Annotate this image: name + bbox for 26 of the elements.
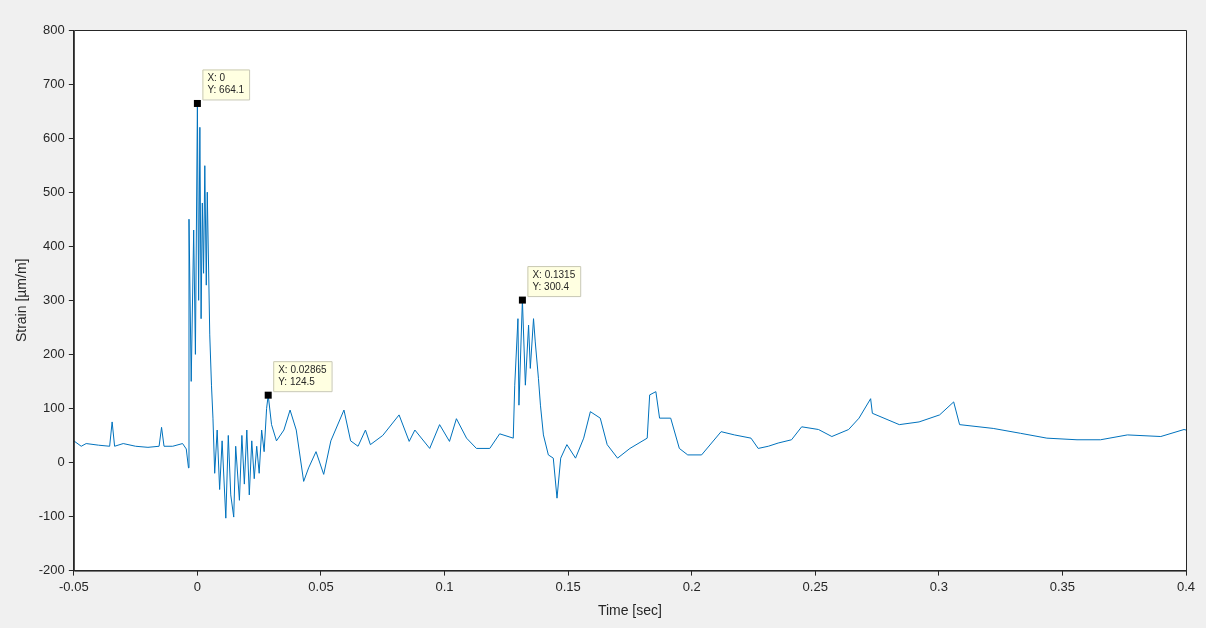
x-axis-title: Time [sec] xyxy=(597,602,662,619)
y-tick-label: 500 xyxy=(43,183,65,199)
y-tick-label: 300 xyxy=(43,291,65,307)
y-tick-label: -100 xyxy=(38,508,65,524)
x-tick-label: -0.05 xyxy=(59,578,89,594)
x-tick-label: 0.25 xyxy=(802,578,828,594)
y-axis-title: Strain [µm/m] xyxy=(13,258,30,343)
y-tick-label: 700 xyxy=(43,75,65,91)
x-tick-label: 0.05 xyxy=(308,578,334,594)
y-tick-label: 200 xyxy=(43,345,65,361)
x-tick-label: 0.15 xyxy=(555,578,581,594)
y-tick-label: 600 xyxy=(43,129,65,145)
y-tick-label: 800 xyxy=(43,21,65,37)
annotation: X: 0 Y: 664.1 xyxy=(207,72,245,96)
y-tick-label: -200 xyxy=(38,562,65,578)
annotation: X: 0.1315 Y: 300.4 xyxy=(532,268,576,292)
y-tick-label: 100 xyxy=(43,400,65,415)
x-tick-label: 0.4 xyxy=(1176,578,1196,594)
y-tick-label: 400 xyxy=(43,237,65,253)
y-tick-label: 0 xyxy=(57,454,65,470)
x-tick-label: 0.35 xyxy=(1049,578,1076,594)
x-tick-label: 0.3 xyxy=(929,578,948,594)
x-tick-label: 0.2 xyxy=(682,578,701,594)
x-tick-label: 0 xyxy=(193,578,202,594)
x-tick-label: 0.1 xyxy=(435,578,454,594)
annotation: X: 0.02865 Y: 124.5 xyxy=(278,363,328,387)
